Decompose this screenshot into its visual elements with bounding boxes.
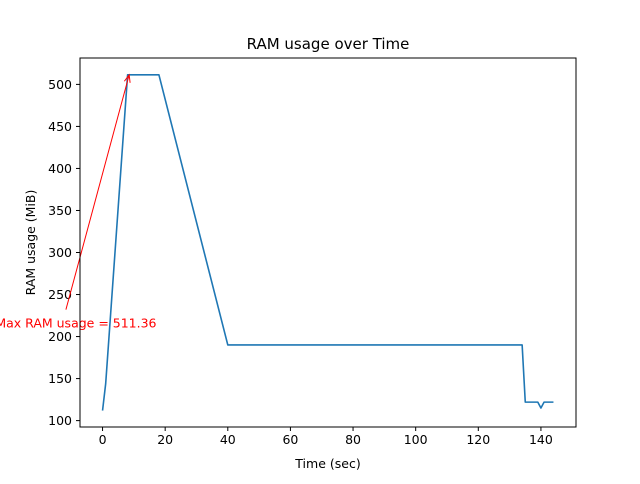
series-layer <box>101 74 554 411</box>
annotation-arrowhead <box>123 73 131 83</box>
x-tick-label: 120 <box>466 432 490 447</box>
x-tick-label: 80 <box>345 432 361 447</box>
y-tick-label: 200 <box>48 329 72 344</box>
annotation-arrow <box>65 74 130 310</box>
y-tick-label: 250 <box>48 287 72 302</box>
y-tick-label: 350 <box>48 203 72 218</box>
y-tick-label: 150 <box>48 371 72 386</box>
annotation-layer: Max RAM usage = 511.36 <box>0 73 157 331</box>
x-tick-label: 40 <box>220 432 236 447</box>
x-tick-label: 140 <box>529 432 553 447</box>
annotation-label: Max RAM usage = 511.36 <box>0 316 157 331</box>
y-tick-label: 500 <box>48 77 72 92</box>
plot-area-frame <box>79 57 577 428</box>
y-tick-label: 400 <box>48 161 72 176</box>
y-tick-label: 300 <box>48 245 72 260</box>
y-axis-ticks: 100 150 200 250 300 350 400 450 500 <box>48 77 80 428</box>
x-tick-label: 100 <box>404 432 428 447</box>
y-tick-label: 450 <box>48 119 72 134</box>
x-tick-label: 60 <box>282 432 298 447</box>
x-tick-label: 0 <box>99 432 107 447</box>
y-tick-label: 100 <box>48 413 72 428</box>
x-tick-label: 20 <box>157 432 173 447</box>
chart-title: RAM usage over Time <box>247 35 410 53</box>
y-axis-label: RAM usage (MiB) <box>23 190 38 296</box>
x-axis-label: Time (sec) <box>294 456 360 471</box>
series-line <box>101 74 554 411</box>
x-axis-ticks: 0 20 40 60 80 100 120 140 <box>99 427 553 447</box>
